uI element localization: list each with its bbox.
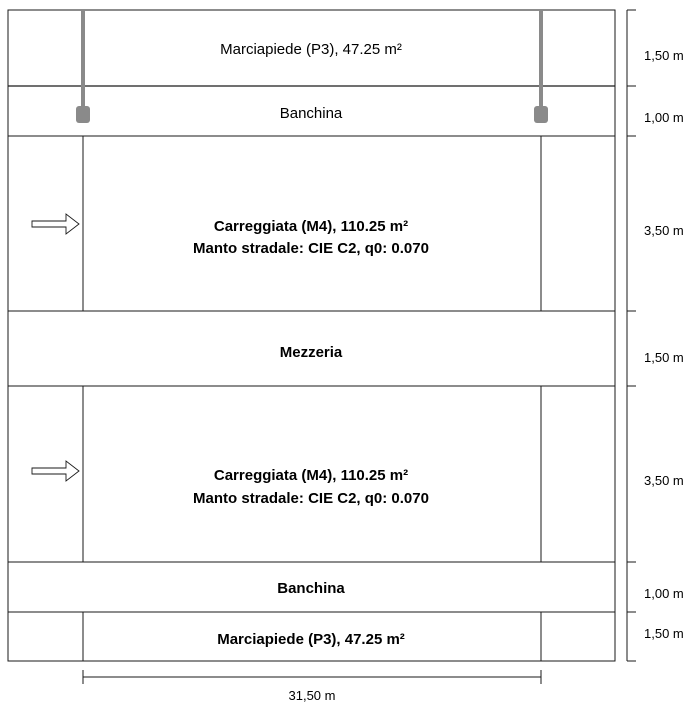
direction-arrow-icon bbox=[31, 460, 80, 482]
width-label: 31,50 m bbox=[289, 688, 336, 703]
median-label: Mezzeria bbox=[280, 344, 343, 361]
sidewalk-bottom-label: Marciapiede (P3), 47.25 m² bbox=[217, 631, 405, 648]
shoulder-bottom-label: Banchina bbox=[277, 580, 345, 597]
height-label-median: 1,50 m bbox=[644, 350, 684, 365]
shoulder-top-label: Banchina bbox=[280, 105, 343, 122]
sidewalk-top-label: Marciapiede (P3), 47.25 m² bbox=[220, 41, 402, 58]
height-label-shoulder-top: 1,00 m bbox=[644, 110, 684, 125]
carriageway-2-label: Carreggiata (M4), 110.25 m² bbox=[214, 467, 408, 484]
height-label-sidewalk-bottom: 1,50 m bbox=[644, 626, 684, 641]
light-pole-left bbox=[76, 10, 90, 123]
height-label-shoulder-bottom: 1,00 m bbox=[644, 586, 684, 601]
road-outline bbox=[7, 9, 616, 662]
height-label-sidewalk-top: 1,50 m bbox=[644, 48, 684, 63]
carriageway-1-surface-label: Manto stradale: CIE C2, q0: 0.070 bbox=[193, 240, 429, 257]
carriageway-2-surface-label: Manto stradale: CIE C2, q0: 0.070 bbox=[193, 490, 429, 507]
height-label-carriageway-2: 3,50 m bbox=[644, 473, 684, 488]
width-dimension-line bbox=[82, 670, 542, 684]
direction-arrow-icon bbox=[31, 213, 80, 235]
light-pole-right bbox=[534, 10, 548, 123]
height-dimension-line bbox=[626, 9, 636, 662]
carriageway-1-label: Carreggiata (M4), 110.25 m² bbox=[214, 218, 408, 235]
height-label-carriageway-1: 3,50 m bbox=[644, 223, 684, 238]
